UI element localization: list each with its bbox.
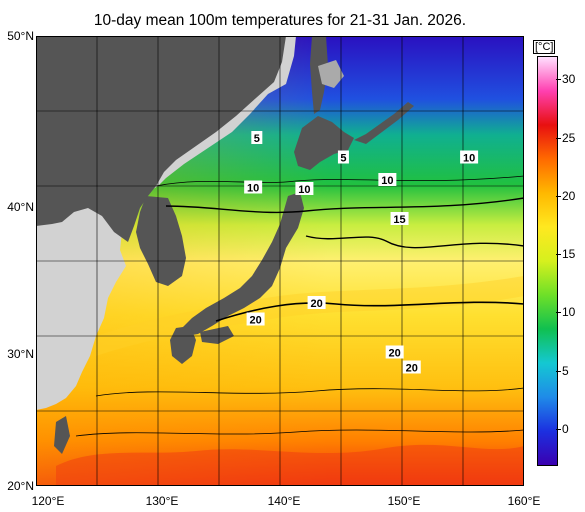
contour-label: 20 [406,363,418,375]
lat-label-50n: 50°N [7,29,34,43]
colorbar-tick-label: 25 [562,130,576,145]
lon-label-120e: 120°E [31,494,65,508]
contour-label-box [402,360,421,374]
contour-line [305,235,524,249]
contour-label-box [378,173,397,186]
shikoku [200,326,234,344]
colorbar-tick-mark [556,429,561,431]
korean-peninsula [136,196,186,286]
contour-label-box [251,131,263,144]
contour-line [155,175,524,187]
lat-label-40n: 40°N [7,200,34,214]
honshu [182,192,304,336]
contour-label: 20 [249,315,261,327]
contour-label: 10 [381,175,393,187]
lon-label-130e: 130°E [145,494,179,508]
contour-label: 15 [393,214,405,226]
map-title: 10-day mean 100m temperatures for 21-31 … [93,12,467,29]
contour-line [165,197,524,214]
colorbar-tick-label: 15 [562,247,576,262]
contour-label-box [390,212,409,225]
contour-label-box [307,296,326,309]
temperature-map-svg: 5 5 10 10 10 10 15 20 20 20 20 [36,36,524,486]
contour-label: 5 [254,133,260,145]
contour-line [215,301,524,322]
lon-label-160e: 160°E [507,494,541,508]
contour-label: 10 [247,183,259,195]
contour-labels: 5 5 10 10 10 10 15 20 20 20 20 [244,131,479,375]
colorbar-tick-mark [556,312,561,314]
colorbar-unit: [°C] [533,40,556,54]
lon-label-140e: 140°E [267,494,301,508]
colorbar-tick-mark [556,137,561,139]
temperature-map: 5 5 10 10 10 10 15 20 20 20 20 [36,36,524,486]
contour-label: 10 [463,153,475,165]
kuroshio-band [96,276,524,356]
colorbar [537,56,558,466]
contour-label-box [385,345,404,359]
lat-label-20n: 20°N [7,479,34,493]
lat-label-30n: 30°N [7,347,34,361]
colorbar-tick-mark [556,254,561,256]
colorbar-tick-mark [556,195,561,197]
colorbar-tick-label: 20 [562,188,576,203]
lat-lon-grid [36,36,524,486]
colorbar-tick-mark [556,370,561,372]
lon-label-150e: 150°E [387,494,421,508]
contour-label-box [460,150,479,164]
taiwan [54,416,70,454]
northeast-asia-land [36,36,286,242]
contour-label: 20 [389,348,401,360]
colorbar-tick-label: 30 [562,72,576,87]
sakhalin [310,36,328,114]
contour-label: 5 [340,153,346,165]
sea-ice-okhotsk [318,60,344,88]
hokkaido [294,116,354,170]
contour-label-box [244,180,263,194]
kyushu [170,326,196,364]
contour-line [95,387,524,397]
southern-warm-patch [56,444,524,486]
contour-label: 10 [298,184,310,196]
colorbar-tick-label: 10 [562,305,576,320]
kuril-islands [354,102,414,144]
contour-line [75,429,524,437]
colorbar-tick-label: 0 [562,422,569,437]
colorbar-tick-mark [556,79,561,81]
colorbar-tick-label: 5 [562,363,569,378]
contour-label-box [295,182,314,195]
contour-label: 20 [310,298,322,310]
contour-label-box [337,150,349,164]
map-frame [36,36,524,486]
contour-label-box [246,312,265,326]
